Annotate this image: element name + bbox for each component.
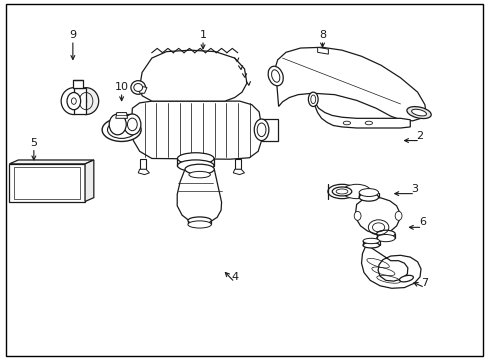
Polygon shape	[234, 159, 241, 169]
Polygon shape	[233, 169, 244, 175]
Ellipse shape	[257, 123, 265, 136]
Polygon shape	[140, 159, 146, 169]
Ellipse shape	[188, 171, 210, 178]
Ellipse shape	[271, 70, 279, 82]
Ellipse shape	[358, 189, 378, 197]
Ellipse shape	[67, 93, 81, 110]
Text: 5: 5	[30, 138, 37, 148]
Text: 8: 8	[318, 30, 325, 40]
Ellipse shape	[411, 109, 426, 116]
Bar	[9, 164, 85, 202]
Ellipse shape	[61, 87, 86, 114]
Polygon shape	[317, 47, 328, 54]
Ellipse shape	[109, 114, 126, 135]
Polygon shape	[118, 114, 132, 135]
Ellipse shape	[254, 119, 268, 140]
Ellipse shape	[362, 238, 379, 244]
Bar	[14, 167, 80, 199]
Polygon shape	[116, 113, 127, 118]
Ellipse shape	[342, 184, 370, 199]
Ellipse shape	[177, 160, 214, 171]
Ellipse shape	[353, 211, 360, 220]
Ellipse shape	[399, 275, 412, 282]
Ellipse shape	[107, 121, 136, 138]
Polygon shape	[361, 244, 420, 288]
Text: 9: 9	[69, 30, 76, 40]
Ellipse shape	[123, 114, 141, 135]
Ellipse shape	[131, 81, 145, 94]
Text: 7: 7	[421, 278, 427, 288]
Bar	[73, 80, 82, 88]
Ellipse shape	[308, 92, 318, 107]
Ellipse shape	[362, 243, 379, 248]
Ellipse shape	[134, 84, 142, 91]
Text: 10: 10	[114, 82, 128, 92]
Ellipse shape	[331, 187, 351, 196]
Text: 2: 2	[416, 131, 423, 140]
Ellipse shape	[394, 211, 401, 220]
Ellipse shape	[376, 230, 394, 237]
Polygon shape	[138, 169, 149, 175]
Ellipse shape	[327, 184, 355, 199]
Polygon shape	[131, 101, 261, 159]
Polygon shape	[9, 160, 94, 164]
Ellipse shape	[187, 221, 211, 228]
Ellipse shape	[177, 153, 214, 164]
Polygon shape	[273, 47, 425, 121]
Ellipse shape	[127, 118, 137, 131]
Ellipse shape	[376, 234, 394, 242]
Ellipse shape	[187, 217, 211, 224]
Polygon shape	[140, 50, 246, 101]
Polygon shape	[85, 160, 94, 202]
Ellipse shape	[267, 66, 283, 86]
Polygon shape	[261, 119, 277, 140]
Text: 3: 3	[411, 184, 418, 194]
Polygon shape	[355, 197, 399, 234]
Ellipse shape	[406, 107, 430, 118]
Ellipse shape	[73, 87, 99, 114]
Polygon shape	[311, 98, 409, 128]
Polygon shape	[140, 86, 147, 93]
Polygon shape	[177, 169, 221, 224]
Ellipse shape	[358, 193, 378, 201]
Text: 6: 6	[418, 217, 425, 227]
Text: 1: 1	[199, 30, 206, 40]
Ellipse shape	[184, 164, 214, 174]
Ellipse shape	[102, 118, 141, 141]
Text: 4: 4	[231, 272, 238, 282]
Polygon shape	[74, 88, 86, 114]
